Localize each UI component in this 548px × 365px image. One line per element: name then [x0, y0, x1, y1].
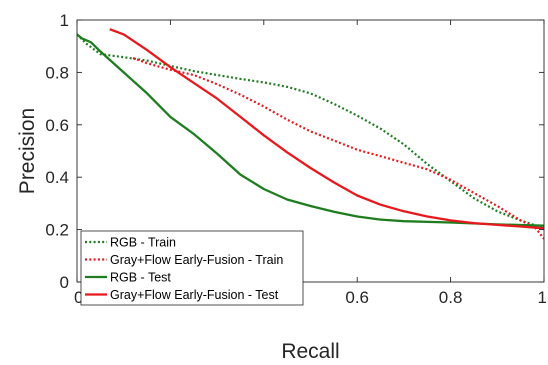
- legend-label: Gray+Flow Early-Fusion - Train: [110, 253, 283, 267]
- y-tick-label: 0.2: [45, 221, 69, 240]
- axes-box: [76, 19, 545, 283]
- series-line-4: [109, 28, 544, 230]
- y-tick-label: 0: [60, 273, 69, 292]
- y-tick-label: 1: [60, 11, 69, 30]
- y-tick-label: 0.8: [45, 63, 69, 82]
- legend-label: Gray+Flow Early-Fusion - Test: [110, 288, 279, 302]
- legend: RGB - Train Gray+Flow Early-Fusion - Trai…: [80, 230, 304, 306]
- x-tick-label: 1: [538, 288, 547, 307]
- y-axis-label: Precision: [16, 108, 39, 194]
- y-tick-label: 0.4: [45, 168, 69, 187]
- x-tick-label: 0: [74, 288, 83, 307]
- y-tick-label: 0.6: [45, 116, 69, 135]
- series-layer: [77, 28, 544, 240]
- series-line-1: [77, 33, 544, 230]
- x-tick-label: 0.8: [439, 288, 463, 307]
- legend-label: RGB - Test: [110, 271, 171, 285]
- x-tick-label: 0.6: [345, 288, 369, 307]
- series-line-3: [77, 33, 544, 227]
- x-axis-label: Recall: [281, 340, 339, 363]
- legend-box: [80, 230, 304, 306]
- legend-label: RGB - Train: [110, 236, 176, 250]
